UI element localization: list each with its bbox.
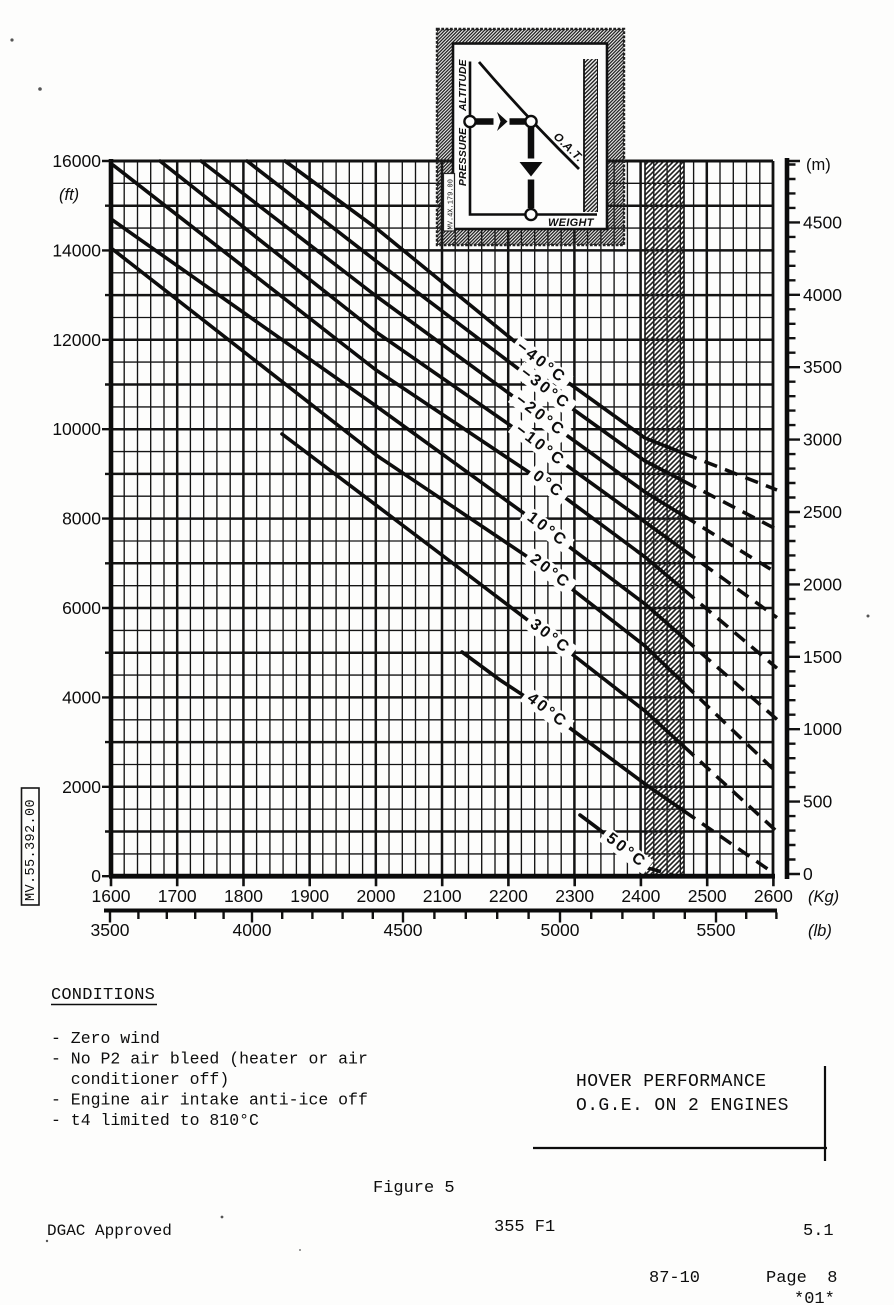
svg-text:2100: 2100 — [423, 886, 462, 906]
svg-text:PRESSURE: PRESSURE — [458, 127, 469, 186]
svg-text:CONDITIONS: CONDITIONS — [51, 986, 155, 1005]
svg-text:2400: 2400 — [621, 886, 660, 906]
svg-text:- t4 limited to 810°C: - t4 limited to 810°C — [51, 1111, 259, 1130]
svg-text:WEIGHT: WEIGHT — [548, 217, 595, 229]
svg-text:MV.4X.179.00: MV.4X.179.00 — [448, 179, 456, 229]
svg-text:- Zero wind: - Zero wind — [51, 1029, 160, 1048]
svg-text:Page 8: Page 8 — [766, 1269, 837, 1288]
svg-text:4000: 4000 — [803, 285, 842, 305]
svg-text:0: 0 — [803, 864, 813, 884]
svg-text:4000: 4000 — [233, 920, 272, 940]
svg-text:87-10: 87-10 — [649, 1269, 700, 1288]
svg-text:(Kg): (Kg) — [808, 888, 839, 906]
svg-text:2000: 2000 — [357, 886, 396, 906]
svg-text:- No P2 air bleed (heater or a: - No P2 air bleed (heater or air — [51, 1050, 368, 1069]
svg-text:4500: 4500 — [384, 920, 423, 940]
svg-text:1000: 1000 — [803, 719, 842, 739]
svg-text:MV.55.392.00: MV.55.392.00 — [24, 799, 39, 901]
svg-text:12000: 12000 — [52, 330, 101, 350]
svg-text:2200: 2200 — [489, 886, 528, 906]
svg-text:0: 0 — [91, 866, 101, 886]
svg-text:355 F1: 355 F1 — [494, 1218, 555, 1237]
svg-text:3500: 3500 — [91, 920, 130, 940]
svg-text:3500: 3500 — [803, 357, 842, 377]
svg-text:Figure 5: Figure 5 — [373, 1179, 455, 1198]
svg-text:4000: 4000 — [62, 687, 101, 707]
svg-text:2000: 2000 — [803, 574, 842, 594]
svg-text:*01*: *01* — [794, 1290, 835, 1305]
svg-text:16000: 16000 — [52, 151, 101, 171]
svg-text:6000: 6000 — [62, 598, 101, 618]
svg-text:5500: 5500 — [697, 920, 736, 940]
svg-text:3000: 3000 — [803, 430, 842, 450]
svg-text:1600: 1600 — [92, 886, 131, 906]
svg-text:HOVER PERFORMANCE: HOVER PERFORMANCE — [576, 1072, 766, 1092]
svg-text:8000: 8000 — [62, 509, 101, 529]
svg-text:5.1: 5.1 — [803, 1222, 834, 1241]
svg-text:1500: 1500 — [803, 647, 842, 667]
svg-text:- Engine air intake anti-ice o: - Engine air intake anti-ice off — [51, 1091, 368, 1110]
svg-text:1700: 1700 — [158, 886, 197, 906]
svg-text:1900: 1900 — [290, 886, 329, 906]
svg-text:(m): (m) — [806, 156, 831, 174]
svg-text:2500: 2500 — [803, 502, 842, 522]
svg-text:2600: 2600 — [754, 886, 793, 906]
svg-text:2300: 2300 — [555, 886, 594, 906]
svg-text:500: 500 — [803, 792, 832, 812]
svg-text:2500: 2500 — [688, 886, 727, 906]
svg-text:14000: 14000 — [52, 240, 101, 260]
svg-text:5000: 5000 — [541, 920, 580, 940]
svg-text:(lb): (lb) — [808, 922, 832, 940]
svg-text:10000: 10000 — [52, 419, 101, 439]
svg-text:2000: 2000 — [62, 777, 101, 797]
svg-text:DGAC Approved: DGAC Approved — [47, 1222, 172, 1240]
svg-text:ALTITUDE: ALTITUDE — [458, 58, 469, 112]
svg-text:4500: 4500 — [803, 212, 842, 232]
svg-text:1800: 1800 — [224, 886, 263, 906]
svg-text:(ft): (ft) — [59, 186, 79, 204]
svg-text:conditioner off): conditioner off) — [51, 1070, 229, 1089]
svg-text:O.G.E. ON 2 ENGINES: O.G.E. ON 2 ENGINES — [576, 1096, 789, 1116]
